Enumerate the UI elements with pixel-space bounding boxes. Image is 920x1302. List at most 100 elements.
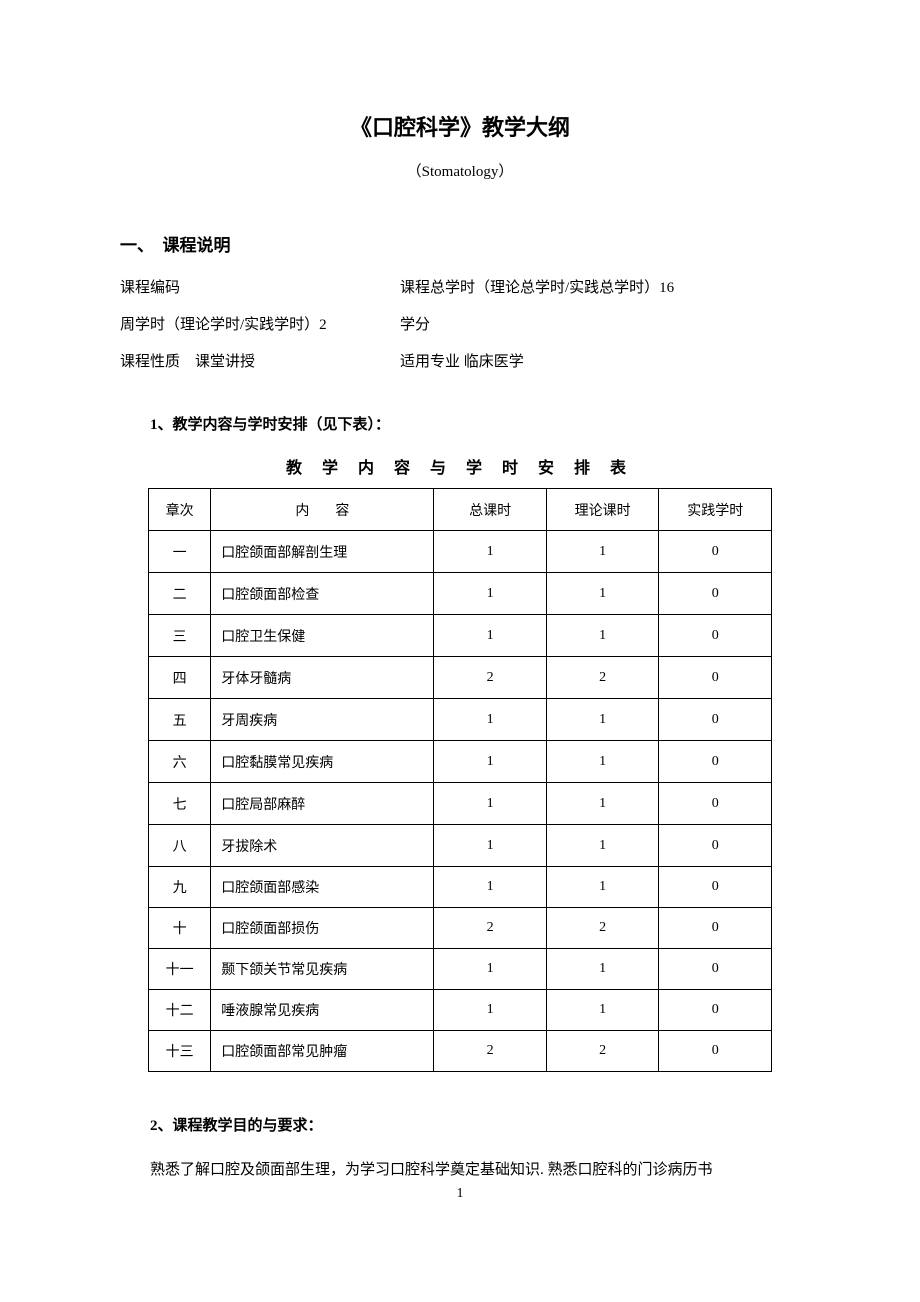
major-label: 适用专业 临床医学: [400, 350, 800, 371]
cell-practice: 0: [659, 573, 772, 615]
cell-theory: 1: [546, 825, 659, 867]
cell-theory: 1: [546, 949, 659, 990]
th-content: 内容: [211, 489, 434, 531]
course-info-grid: 课程编码 课程总学时（理论总学时/实践总学时）16 周学时（理论学时/实践学时）…: [120, 276, 800, 371]
table-header-row: 章次 内容 总课时 理论课时 实践学时: [149, 489, 772, 531]
cell-chapter: 八: [149, 825, 211, 867]
weekly-hours-label: 周学时（理论学时/实践学时）2: [120, 313, 400, 334]
cell-content: 颞下颌关节常见疾病: [211, 949, 434, 990]
th-theory: 理论课时: [546, 489, 659, 531]
th-practice: 实践学时: [659, 489, 772, 531]
section-1-header: 一、 课程说明: [120, 231, 800, 256]
body-text-paragraph: 熟悉了解口腔及颌面部生理，为学习口腔科学奠定基础知识. 熟悉口腔科的门诊病历书: [120, 1155, 800, 1185]
cell-practice: 0: [659, 783, 772, 825]
cell-total: 1: [434, 867, 547, 908]
cell-content: 口腔颌面部解剖生理: [211, 531, 434, 573]
cell-chapter: 十三: [149, 1031, 211, 1072]
cell-total: 1: [434, 531, 547, 573]
cell-theory: 1: [546, 867, 659, 908]
cell-practice: 0: [659, 867, 772, 908]
page-number: 1: [457, 1186, 464, 1202]
cell-total: 1: [434, 825, 547, 867]
cell-theory: 1: [546, 615, 659, 657]
table-row: 十二唾液腺常见疾病110: [149, 990, 772, 1031]
cell-practice: 0: [659, 990, 772, 1031]
cell-practice: 0: [659, 741, 772, 783]
cell-chapter: 六: [149, 741, 211, 783]
cell-practice: 0: [659, 1031, 772, 1072]
schedule-table: 章次 内容 总课时 理论课时 实践学时 一口腔颌面部解剖生理110二口腔颌面部检…: [148, 488, 772, 1072]
cell-practice: 0: [659, 949, 772, 990]
cell-chapter: 二: [149, 573, 211, 615]
th-total: 总课时: [434, 489, 547, 531]
cell-content: 口腔颌面部常见肿瘤: [211, 1031, 434, 1072]
cell-content: 牙周疾病: [211, 699, 434, 741]
cell-theory: 1: [546, 699, 659, 741]
heading-objectives: 2、课程教学目的与要求：: [120, 1114, 800, 1135]
cell-chapter: 七: [149, 783, 211, 825]
course-code-label: 课程编码: [120, 276, 400, 297]
table-row: 九口腔颌面部感染110: [149, 867, 772, 908]
credits-label: 学分: [400, 313, 800, 334]
cell-practice: 0: [659, 657, 772, 699]
cell-content: 口腔颌面部感染: [211, 867, 434, 908]
cell-chapter: 九: [149, 867, 211, 908]
cell-content: 口腔颌面部检查: [211, 573, 434, 615]
cell-content: 口腔卫生保健: [211, 615, 434, 657]
cell-content: 牙拔除术: [211, 825, 434, 867]
cell-total: 2: [434, 908, 547, 949]
table-row: 十一颞下颌关节常见疾病110: [149, 949, 772, 990]
cell-theory: 1: [546, 531, 659, 573]
cell-theory: 2: [546, 657, 659, 699]
cell-total: 1: [434, 741, 547, 783]
main-title: 《口腔科学》教学大纲: [120, 110, 800, 142]
subtitle: （Stomatology）: [120, 160, 800, 181]
cell-theory: 2: [546, 908, 659, 949]
cell-content: 口腔黏膜常见疾病: [211, 741, 434, 783]
course-nature-label: 课程性质 课堂讲授: [120, 350, 400, 371]
table-row: 二口腔颌面部检查110: [149, 573, 772, 615]
cell-total: 1: [434, 990, 547, 1031]
table-row: 十三口腔颌面部常见肿瘤220: [149, 1031, 772, 1072]
cell-theory: 1: [546, 741, 659, 783]
cell-practice: 0: [659, 531, 772, 573]
cell-practice: 0: [659, 615, 772, 657]
th-content-left: 内: [295, 504, 335, 519]
cell-total: 2: [434, 657, 547, 699]
cell-content: 口腔颌面部损伤: [211, 908, 434, 949]
cell-theory: 1: [546, 990, 659, 1031]
cell-practice: 0: [659, 825, 772, 867]
th-content-right: 容: [335, 504, 349, 519]
cell-total: 1: [434, 573, 547, 615]
table-row: 三口腔卫生保健110: [149, 615, 772, 657]
cell-total: 1: [434, 615, 547, 657]
cell-total: 1: [434, 949, 547, 990]
cell-practice: 0: [659, 908, 772, 949]
th-chapter: 章次: [149, 489, 211, 531]
cell-total: 1: [434, 783, 547, 825]
table-row: 四牙体牙髓病220: [149, 657, 772, 699]
cell-content: 口腔局部麻醉: [211, 783, 434, 825]
total-hours-label: 课程总学时（理论总学时/实践总学时）16: [400, 276, 800, 297]
cell-theory: 1: [546, 573, 659, 615]
cell-total: 1: [434, 699, 547, 741]
cell-theory: 1: [546, 783, 659, 825]
table-title: 教 学 内 容 与 学 时 安 排 表: [120, 454, 800, 478]
cell-chapter: 一: [149, 531, 211, 573]
cell-chapter: 三: [149, 615, 211, 657]
table-row: 五牙周疾病110: [149, 699, 772, 741]
cell-practice: 0: [659, 699, 772, 741]
table-row: 六口腔黏膜常见疾病110: [149, 741, 772, 783]
cell-chapter: 十一: [149, 949, 211, 990]
heading-content-schedule: 1、教学内容与学时安排（见下表）：: [120, 413, 800, 434]
cell-chapter: 五: [149, 699, 211, 741]
table-row: 八牙拔除术110: [149, 825, 772, 867]
table-row: 七口腔局部麻醉110: [149, 783, 772, 825]
cell-chapter: 十二: [149, 990, 211, 1031]
cell-chapter: 十: [149, 908, 211, 949]
table-row: 一口腔颌面部解剖生理110: [149, 531, 772, 573]
cell-content: 牙体牙髓病: [211, 657, 434, 699]
cell-total: 2: [434, 1031, 547, 1072]
cell-content: 唾液腺常见疾病: [211, 990, 434, 1031]
cell-theory: 2: [546, 1031, 659, 1072]
